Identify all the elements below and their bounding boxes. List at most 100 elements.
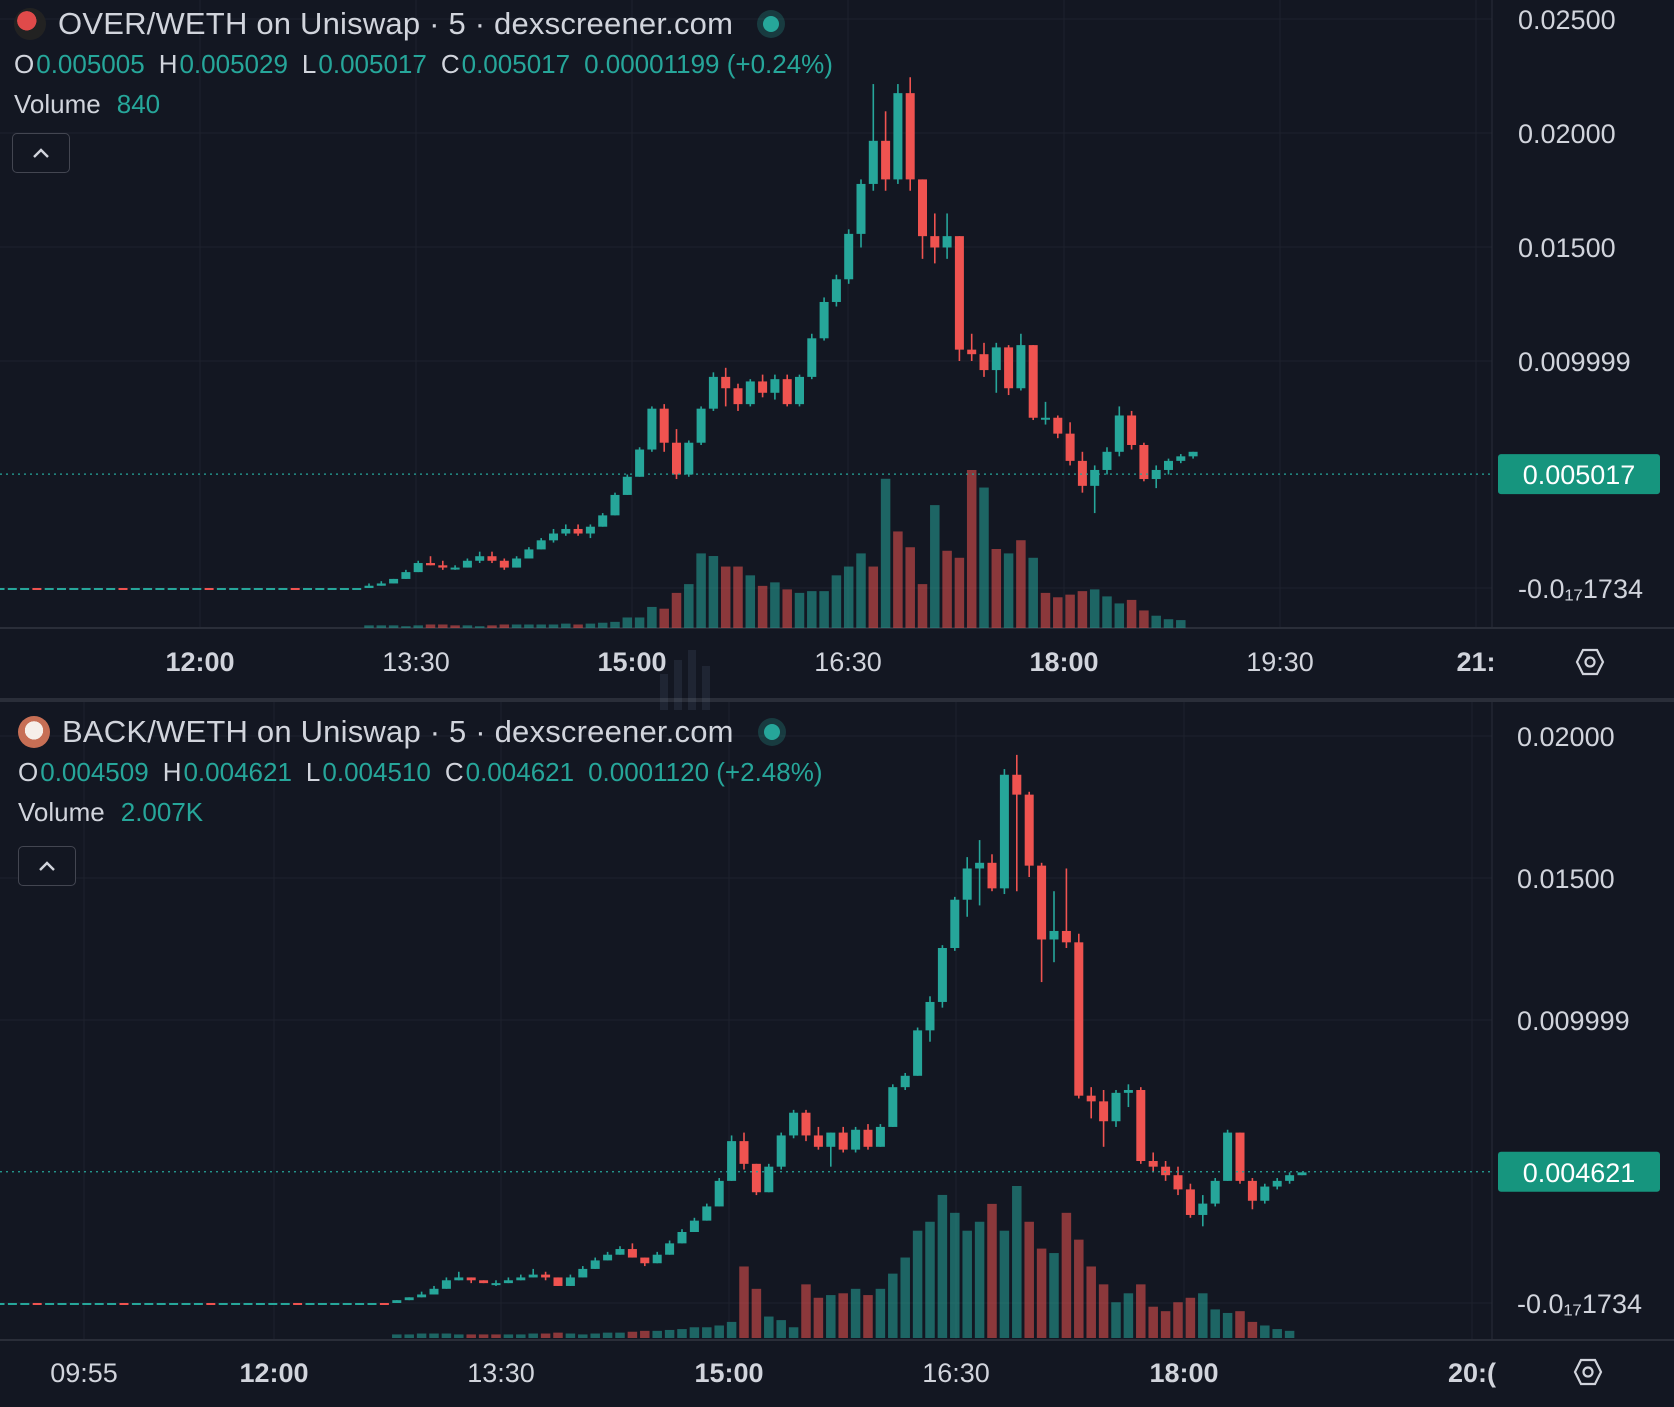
- candle-body: [0, 588, 5, 590]
- low-value: 0.004510: [322, 756, 431, 787]
- volume-bar: [416, 1333, 427, 1338]
- candle-body: [417, 1294, 427, 1298]
- x-tick-label: 16:30: [814, 647, 882, 677]
- candlestick-chart-back-weth[interactable]: 09:55 12:00 13:30 15:00 16:30 18:00 20:(0.0200…: [0, 702, 1674, 1407]
- candle-body: [913, 1030, 923, 1076]
- live-status-icon: [763, 16, 780, 32]
- chevron-up-icon: [39, 861, 55, 871]
- candle-body: [640, 1257, 650, 1264]
- candle-body: [925, 1001, 935, 1031]
- candle-body: [315, 588, 325, 590]
- volume-bar: [659, 608, 669, 628]
- volume-bar: [1061, 1212, 1072, 1338]
- gear-icon[interactable]: [1575, 648, 1605, 676]
- candle-body: [598, 515, 608, 527]
- candle-body: [1102, 451, 1112, 470]
- candle-body: [770, 379, 780, 393]
- change-value: 0.00001199 (+0.24%): [584, 48, 833, 79]
- volume-bar: [819, 591, 829, 628]
- x-tick-label: 19:30: [1246, 647, 1314, 677]
- volume-bar: [450, 625, 460, 628]
- candle-body: [1247, 1180, 1257, 1201]
- candle-body: [1012, 774, 1022, 795]
- candle-body: [615, 1249, 625, 1255]
- candle-body: [118, 588, 128, 590]
- volume-bar: [702, 1327, 712, 1338]
- volume-bar: [739, 1266, 749, 1338]
- candle-body: [216, 588, 226, 590]
- y-tick-label: 0.009999: [1518, 347, 1631, 377]
- candle-body: [1065, 433, 1075, 461]
- token-logo-icon: [14, 8, 46, 40]
- candle-body: [330, 1303, 340, 1305]
- candle-body: [69, 588, 79, 590]
- candle-body: [677, 1232, 687, 1244]
- symbol-title-row: OVER/WETH on Uniswap · 5 · dexscreener.c…: [14, 4, 847, 44]
- volume-bar: [1260, 1325, 1270, 1338]
- candle-body: [441, 1280, 451, 1289]
- low-label: L: [305, 756, 321, 787]
- volume-bar: [826, 1295, 836, 1338]
- candle-body: [389, 578, 399, 584]
- gear-icon[interactable]: [1573, 1358, 1603, 1386]
- candle-body: [516, 1277, 526, 1281]
- candle-body: [1285, 1175, 1295, 1181]
- candle-body: [241, 588, 251, 590]
- x-tick-label: 18:00: [1029, 647, 1098, 677]
- token-logo-icon: [18, 716, 50, 748]
- volume-bar: [647, 606, 657, 628]
- candle-body: [1198, 1203, 1208, 1215]
- candle-body: [727, 1141, 737, 1181]
- volume-bar: [991, 549, 1002, 628]
- volume-bar: [1089, 589, 1100, 628]
- volume-bar: [499, 624, 510, 628]
- candle-body: [918, 179, 927, 237]
- volume-bar: [1028, 557, 1038, 628]
- volume-bar: [1102, 596, 1112, 628]
- candle-body: [1099, 1101, 1109, 1122]
- candle-body: [130, 588, 140, 590]
- candlestick-chart-over-weth[interactable]: 12:00 13:30 15:00 16:30 18:00 19:30 21: 0.02500…: [0, 0, 1674, 698]
- volume-bar: [794, 592, 805, 628]
- candle-body: [392, 1300, 402, 1303]
- candle-body: [942, 236, 952, 248]
- volume-bar: [1222, 1312, 1233, 1338]
- candle-body: [573, 528, 583, 534]
- candle-body: [376, 583, 386, 586]
- candle-body: [975, 862, 985, 869]
- volume-bar: [782, 589, 792, 628]
- high-label: H: [162, 756, 182, 787]
- candle-body: [1173, 1175, 1183, 1190]
- volume-bar: [875, 1288, 886, 1338]
- candle-body: [450, 567, 460, 570]
- volume-bar: [474, 626, 485, 628]
- candle-body: [635, 449, 645, 477]
- candle-body: [426, 563, 435, 566]
- candle-body: [967, 349, 977, 355]
- volume-bar: [966, 470, 977, 628]
- candle-body: [603, 1254, 613, 1261]
- candle-body: [81, 588, 91, 590]
- candle-body: [7, 1303, 17, 1305]
- candle-body: [499, 560, 509, 568]
- volume-bar: [585, 623, 596, 628]
- last-price-tag: [1498, 454, 1660, 495]
- candle-body: [106, 588, 116, 590]
- panel-divider[interactable]: [0, 698, 1674, 702]
- candle-body: [1090, 469, 1100, 486]
- last-price-tag-label: 0.005017: [1523, 460, 1636, 490]
- candle-body: [702, 1206, 712, 1221]
- candle-body: [1077, 460, 1087, 486]
- candle-body: [352, 588, 362, 590]
- candle-body: [169, 1303, 179, 1305]
- volume-bar: [438, 624, 448, 628]
- candle-body: [204, 588, 214, 590]
- collapse-legend-button[interactable]: [18, 846, 76, 886]
- volume-bar: [1139, 610, 1149, 628]
- volume-bar: [528, 1333, 538, 1338]
- candle-body: [838, 1132, 848, 1150]
- volume-bar: [548, 624, 559, 628]
- volume-bar: [863, 1295, 873, 1338]
- candle-body: [610, 494, 620, 516]
- collapse-legend-button[interactable]: [12, 133, 70, 173]
